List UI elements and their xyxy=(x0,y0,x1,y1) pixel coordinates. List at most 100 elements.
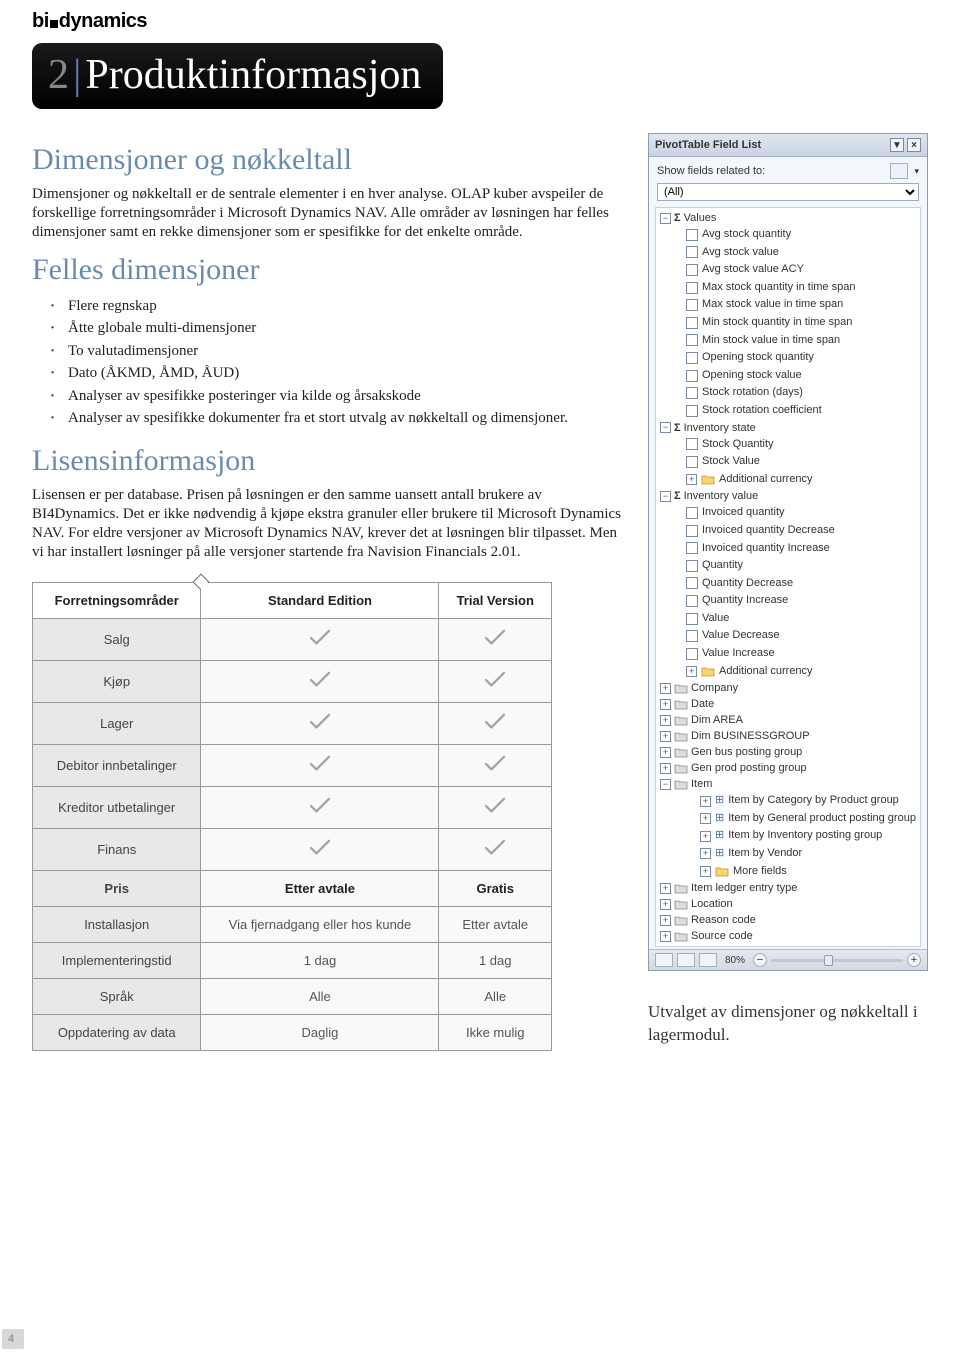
table-header: Trial Version xyxy=(439,583,552,619)
checkbox[interactable] xyxy=(686,560,698,572)
checkbox[interactable] xyxy=(686,282,698,294)
pivot-dimension[interactable]: +Company xyxy=(658,680,918,696)
expand-icon[interactable]: + xyxy=(700,848,711,859)
checkbox[interactable] xyxy=(686,438,698,450)
pivot-field-item[interactable]: +Additional currency xyxy=(658,663,918,681)
pivot-field-item[interactable]: Quantity Increase xyxy=(658,592,918,610)
checkbox[interactable] xyxy=(686,299,698,311)
expand-icon[interactable]: + xyxy=(660,883,671,894)
pivot-field-item[interactable]: Opening stock value xyxy=(658,367,918,385)
expand-icon[interactable]: + xyxy=(700,866,711,877)
pivot-field-item[interactable]: Stock Value xyxy=(658,453,918,471)
view-button[interactable] xyxy=(655,953,673,967)
pivot-dimension[interactable]: +Gen prod posting group xyxy=(658,760,918,776)
pivot-field-item[interactable]: Stock rotation coefficient xyxy=(658,402,918,420)
pivot-field-item[interactable]: Opening stock quantity xyxy=(658,349,918,367)
checkbox[interactable] xyxy=(686,525,698,537)
pivot-field-item[interactable]: Quantity xyxy=(658,557,918,575)
expand-icon[interactable]: + xyxy=(700,813,711,824)
checkbox[interactable] xyxy=(686,370,698,382)
expand-icon[interactable]: − xyxy=(660,422,671,433)
pivot-field-item[interactable]: Quantity Decrease xyxy=(658,575,918,593)
pivot-sub-item[interactable]: +⊞Item by Category by Product group xyxy=(658,792,918,810)
view-button[interactable] xyxy=(677,953,695,967)
pivot-field-item[interactable]: +Additional currency xyxy=(658,471,918,489)
expand-icon[interactable]: − xyxy=(660,213,671,224)
figure-caption: Utvalget av dimensjoner og nøkkeltall i … xyxy=(648,1001,928,1047)
checkbox[interactable] xyxy=(686,405,698,417)
close-icon[interactable]: × xyxy=(907,138,921,152)
pivot-field-item[interactable]: Max stock quantity in time span xyxy=(658,279,918,297)
pivot-dimension[interactable]: +Dim BUSINESSGROUP xyxy=(658,728,918,744)
checkbox[interactable] xyxy=(686,630,698,642)
pivot-dimension[interactable]: +Reason code xyxy=(658,912,918,928)
pivot-field-item[interactable]: Min stock quantity in time span xyxy=(658,314,918,332)
view-button[interactable] xyxy=(699,953,717,967)
expand-icon[interactable]: + xyxy=(700,831,711,842)
pivot-field-item[interactable]: Value xyxy=(658,610,918,628)
pivot-field-item[interactable]: Value Increase xyxy=(658,645,918,663)
checkbox[interactable] xyxy=(686,648,698,660)
pivot-field-item[interactable]: Min stock value in time span xyxy=(658,332,918,350)
zoom-out-icon[interactable]: − xyxy=(753,953,767,967)
pivot-dimension[interactable]: +Gen bus posting group xyxy=(658,744,918,760)
expand-icon[interactable]: + xyxy=(660,899,671,910)
expand-icon[interactable]: + xyxy=(660,731,671,742)
expand-icon[interactable]: + xyxy=(700,796,711,807)
pivot-field-item[interactable]: Avg stock value xyxy=(658,244,918,262)
expand-icon[interactable]: − xyxy=(660,779,671,790)
table-cell: Ikke mulig xyxy=(439,1015,552,1051)
checkbox[interactable] xyxy=(686,595,698,607)
expand-icon[interactable]: + xyxy=(660,931,671,942)
pivot-field-item[interactable]: Value Decrease xyxy=(658,627,918,645)
checkbox[interactable] xyxy=(686,334,698,346)
expand-icon[interactable]: + xyxy=(660,763,671,774)
pivot-dimension[interactable]: −Item xyxy=(658,776,918,792)
checkbox[interactable] xyxy=(686,317,698,329)
checkbox[interactable] xyxy=(686,456,698,468)
pivot-group-label: Inventory value xyxy=(684,490,759,502)
dropdown-icon[interactable]: ▼ xyxy=(890,138,904,152)
pivot-sub-item[interactable]: +⊞Item by Vendor xyxy=(658,845,918,863)
checkbox[interactable] xyxy=(686,264,698,276)
pivot-dimension[interactable]: +Date xyxy=(658,696,918,712)
checkbox[interactable] xyxy=(686,577,698,589)
expand-icon[interactable]: + xyxy=(686,474,697,485)
checkbox[interactable] xyxy=(686,246,698,258)
checkbox[interactable] xyxy=(686,387,698,399)
expand-icon[interactable]: + xyxy=(660,715,671,726)
pivot-field-list: PivotTable Field List ▼ × Show fields re… xyxy=(648,133,928,971)
pivot-field-item[interactable]: Invoiced quantity xyxy=(658,504,918,522)
zoom-slider[interactable] xyxy=(771,959,903,962)
checkbox[interactable] xyxy=(686,352,698,364)
pivot-field-item[interactable]: Stock Quantity xyxy=(658,436,918,454)
expand-icon[interactable]: + xyxy=(686,666,697,677)
pivot-field-item[interactable]: Invoiced quantity Increase xyxy=(658,540,918,558)
intro-paragraph: Dimensjoner og nøkkeltall er de sentrale… xyxy=(32,185,628,243)
expand-icon[interactable]: + xyxy=(660,699,671,710)
settings-icon[interactable] xyxy=(890,163,908,179)
pivot-field-item[interactable]: Stock rotation (days) xyxy=(658,384,918,402)
checkbox[interactable] xyxy=(686,542,698,554)
pivot-dimension[interactable]: +Source code xyxy=(658,928,918,944)
pivot-sub-item[interactable]: +More fields xyxy=(658,863,918,881)
pivot-sub-item[interactable]: +⊞Item by Inventory posting group xyxy=(658,827,918,845)
pivot-sub-item[interactable]: +⊞Item by General product posting group xyxy=(658,810,918,828)
table-row-label: Debitor innbetalinger xyxy=(33,745,201,787)
expand-icon[interactable]: + xyxy=(660,747,671,758)
pivot-dimension[interactable]: +Location xyxy=(658,896,918,912)
pivot-field-item[interactable]: Max stock value in time span xyxy=(658,296,918,314)
expand-icon[interactable]: − xyxy=(660,491,671,502)
expand-icon[interactable]: + xyxy=(660,915,671,926)
pivot-dimension[interactable]: +Item ledger entry type xyxy=(658,880,918,896)
pivot-field-item[interactable]: Invoiced quantity Decrease xyxy=(658,522,918,540)
pivot-dimension[interactable]: +Dim AREA xyxy=(658,712,918,728)
filter-select[interactable]: (All) xyxy=(657,183,919,201)
pivot-field-item[interactable]: Avg stock value ACY xyxy=(658,261,918,279)
zoom-in-icon[interactable]: + xyxy=(907,953,921,967)
checkbox[interactable] xyxy=(686,507,698,519)
pivot-field-item[interactable]: Avg stock quantity xyxy=(658,226,918,244)
expand-icon[interactable]: + xyxy=(660,683,671,694)
checkbox[interactable] xyxy=(686,229,698,241)
checkbox[interactable] xyxy=(686,613,698,625)
